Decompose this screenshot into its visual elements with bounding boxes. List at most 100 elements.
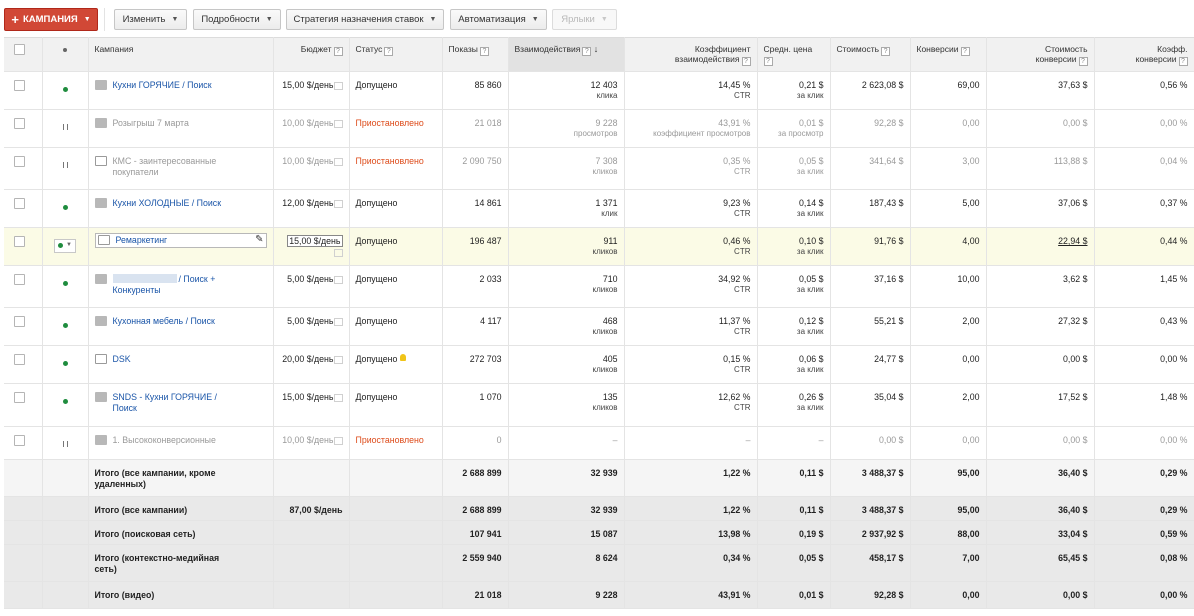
budget-chart-icon[interactable] — [333, 200, 343, 208]
budget-chart-icon[interactable] — [333, 394, 343, 402]
campaign-row[interactable]: Кухонная мебель / Поиск 5,00 $/день Допуще… — [4, 307, 1194, 346]
campaign-row[interactable]: Кухни ГОРЯЧИЕ / Поиск 15,00 $/день Допущен… — [4, 71, 1194, 110]
totals-cost: 2 937,92 $ — [861, 529, 904, 539]
help-icon[interactable]: ? — [741, 57, 751, 66]
impressions-cell: 2 090 750 — [442, 147, 509, 190]
header-status[interactable]: Статус? — [349, 37, 443, 72]
conv-cost-value: 113,88 $ — [1053, 156, 1088, 166]
budget-chart-icon[interactable] — [333, 120, 343, 128]
budget-chart-icon[interactable] — [333, 356, 343, 364]
cost-value: 92,28 $ — [874, 118, 904, 128]
status-dropdown[interactable]: ▼ — [54, 238, 76, 253]
campaign-link[interactable]: SNDS - Кухни ГОРЯЧИЕ / — [112, 392, 217, 402]
select-all-checkbox[interactable] — [14, 44, 25, 55]
budget-cell[interactable]: 5,00 $/день — [273, 265, 350, 308]
header-conv-cost[interactable]: Стоимость конверсии? — [986, 37, 1095, 72]
budget-cell[interactable]: 20,00 $/день — [273, 345, 350, 384]
campaign-link[interactable]: 1. Высококонверсионные — [112, 435, 216, 445]
budget-cell[interactable]: 15,00 $/день — [273, 71, 350, 110]
help-icon[interactable]: ? — [1178, 57, 1188, 66]
campaign-row[interactable]: 1. Высококонверсионные 10,00 $/день Приост… — [4, 426, 1194, 460]
campaign-link[interactable]: Ремаркетинг — [115, 235, 168, 246]
status-dot-header[interactable] — [42, 37, 89, 72]
add-campaign-button[interactable]: + КАМПАНИЯ ▼ — [4, 8, 98, 31]
header-impressions[interactable]: Показы? — [442, 37, 509, 72]
help-icon[interactable]: ? — [333, 47, 343, 56]
header-avg-cost[interactable]: Средн. цена? — [757, 37, 831, 72]
campaign-link[interactable]: Кухонная мебель / Поиск — [112, 316, 215, 326]
lightbulb-icon[interactable] — [400, 354, 407, 361]
budget-cell[interactable]: 12,00 $/день — [273, 189, 350, 228]
campaign-link-line2[interactable]: Поиск — [112, 402, 137, 413]
row-checkbox[interactable] — [14, 198, 25, 209]
campaign-row[interactable]: ▼ Ремаркетинг ✎ 15,00 $/день Допущено 196 487… — [4, 227, 1194, 266]
budget-chart-icon[interactable] — [333, 248, 343, 257]
row-checkbox[interactable] — [14, 80, 25, 91]
budget-chart-icon[interactable] — [333, 82, 343, 90]
row-checkbox[interactable] — [14, 118, 25, 129]
campaign-row[interactable]: / Поиск + Конкуренты 5,00 $/день Допущено 2 … — [4, 265, 1194, 308]
budget-cell[interactable]: 10,00 $/день — [273, 147, 350, 190]
campaign-link[interactable]: Кухни ГОРЯЧИЕ / Поиск — [112, 80, 212, 90]
header-cost[interactable]: Стоимость? — [830, 37, 911, 72]
campaign-row[interactable]: КМС - заинтересованные покупатели 10,00 $/… — [4, 147, 1194, 190]
help-icon[interactable]: ? — [1078, 57, 1088, 66]
campaign-row[interactable]: SNDS - Кухни ГОРЯЧИЕ / Поиск 15,00 $/день Д… — [4, 383, 1194, 427]
conv-cost-value: 22,94 $ — [1058, 236, 1088, 246]
edit-button[interactable]: Изменить ▼ — [114, 9, 187, 30]
labels-button[interactable]: Ярлыки ▼ — [552, 9, 617, 30]
header-interaction-rate[interactable]: Коэффициент взаимодействия? — [624, 37, 758, 72]
campaign-link[interactable]: Розыгрыш 7 марта — [112, 118, 189, 128]
campaign-link[interactable]: DSK — [112, 354, 131, 364]
campaign-link-line2[interactable]: Конкуренты — [112, 284, 161, 295]
budget-cell[interactable]: 5,00 $/день — [273, 307, 350, 346]
budget-chart-icon[interactable] — [333, 276, 343, 284]
bidding-strategy-label: Стратегия назначения ставок — [293, 14, 424, 25]
campaign-row[interactable]: Розыгрыш 7 марта 10,00 $/день Приостановле… — [4, 109, 1194, 148]
header-budget[interactable]: Бюджет? — [273, 37, 350, 72]
row-checkbox[interactable] — [14, 435, 25, 446]
impressions-cell: 85 860 — [442, 71, 509, 110]
campaign-row[interactable]: Кухни ХОЛОДНЫЕ / Поиск 12,00 $/день Допуще… — [4, 189, 1194, 228]
totals-avg: 0,11 $ — [799, 468, 824, 478]
campaign-link-line2[interactable]: покупатели — [112, 166, 159, 177]
conv-rate-value: 1,48 % — [1160, 392, 1188, 402]
chevron-down-icon: ▼ — [83, 16, 91, 23]
budget-cell[interactable]: 10,00 $/день — [273, 426, 350, 460]
chevron-down-icon: ▼ — [531, 16, 539, 23]
automation-button[interactable]: Автоматизация ▼ — [450, 9, 547, 30]
add-campaign-label: КАМПАНИЯ — [22, 14, 78, 25]
help-icon[interactable]: ? — [582, 47, 592, 56]
status-dot-icon — [63, 48, 67, 52]
header-campaign[interactable]: Кампания — [88, 37, 274, 72]
help-icon[interactable]: ? — [384, 47, 394, 56]
row-checkbox[interactable] — [14, 236, 25, 247]
budget-chart-icon[interactable] — [333, 437, 343, 445]
budget-cell[interactable]: 15,00 $/день — [273, 383, 350, 427]
campaign-link[interactable]: КМС - заинтересованные — [112, 156, 217, 166]
help-icon[interactable]: ? — [763, 57, 773, 66]
help-icon[interactable]: ? — [881, 47, 891, 56]
row-checkbox[interactable] — [14, 156, 25, 167]
bidding-strategy-button[interactable]: Стратегия назначения ставок ▼ — [286, 9, 444, 30]
help-icon[interactable]: ? — [960, 47, 970, 56]
row-checkbox[interactable] — [14, 354, 25, 365]
budget-chart-icon[interactable] — [333, 318, 343, 326]
row-checkbox[interactable] — [14, 392, 25, 403]
campaign-row[interactable]: DSK 20,00 $/день Допущено 272 703 405 кликов 0… — [4, 345, 1194, 384]
budget-cell[interactable]: 10,00 $/день — [273, 109, 350, 148]
conversions-cell: 0,00 — [910, 109, 987, 148]
header-conversions[interactable]: Конверсии? — [910, 37, 987, 72]
campaign-name-edit[interactable]: Ремаркетинг ✎ — [94, 233, 267, 248]
campaign-link[interactable]: Кухни ХОЛОДНЫЕ / Поиск — [112, 198, 222, 208]
row-checkbox[interactable] — [14, 274, 25, 285]
budget-chart-icon[interactable] — [333, 158, 343, 166]
details-button[interactable]: Подробности ▼ — [193, 9, 281, 30]
header-interactions[interactable]: Взаимодействия? ↓ — [508, 37, 625, 72]
header-conv-rate[interactable]: Коэфф. конверсии? — [1094, 37, 1194, 72]
campaign-link[interactable]: / Поиск + — [178, 274, 216, 284]
pencil-icon[interactable]: ✎ — [255, 234, 264, 246]
help-icon[interactable]: ? — [479, 47, 489, 56]
budget-cell[interactable]: 15,00 $/день — [273, 227, 350, 266]
row-checkbox[interactable] — [14, 316, 25, 327]
